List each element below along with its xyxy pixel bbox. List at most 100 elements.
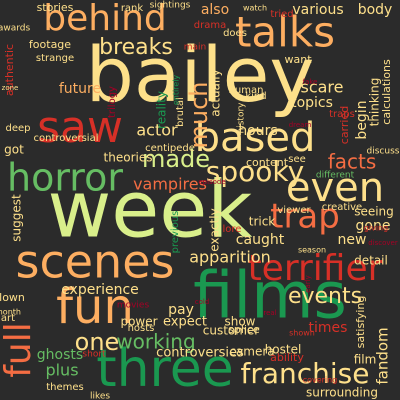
cloud-word: theories: [104, 151, 153, 165]
cloud-word: also: [201, 2, 229, 18]
cloud-word: season: [298, 246, 326, 255]
cloud-word: got: [4, 143, 24, 157]
cloud-word: plus: [45, 361, 78, 380]
cloud-word: exactly: [208, 208, 222, 251]
cloud-word: clown: [0, 291, 25, 304]
cloud-word: real: [263, 309, 276, 317]
cloud-word: calculations: [380, 59, 393, 125]
cloud-word: one: [75, 328, 120, 356]
cloud-word: centipede: [145, 143, 195, 154]
cloud-word: hosts: [128, 323, 155, 334]
cloud-word: reality: [155, 91, 169, 129]
cloud-word: human: [229, 85, 264, 96]
cloud-word: month: [0, 308, 21, 317]
cloud-word: drama: [194, 20, 226, 31]
cloud-word: different: [316, 171, 355, 181]
cloud-word: behind: [43, 0, 167, 39]
cloud-word: films: [193, 260, 347, 334]
cloud-word: stories: [37, 1, 74, 14]
cloud-word: content: [246, 156, 289, 169]
cloud-word: begin: [354, 100, 370, 139]
cloud-word: saw: [37, 102, 123, 153]
cloud-word: viewer: [277, 205, 311, 216]
cloud-word: controversial: [34, 133, 99, 144]
cloud-word: kind: [245, 91, 266, 102]
cloud-word: footage: [29, 38, 71, 51]
cloud-word: scenes: [16, 235, 175, 289]
cloud-word: power: [120, 315, 157, 329]
cloud-word: likes: [90, 392, 110, 400]
cloud-word: awards: [0, 24, 30, 34]
cloud-word: fake: [303, 78, 318, 86]
cloud-word: customer: [203, 324, 260, 338]
cloud-word: trilogy: [107, 86, 118, 118]
cloud-word: authentic: [3, 44, 16, 96]
cloud-word: carried: [338, 106, 351, 144]
cloud-word: camera: [229, 345, 274, 359]
cloud-word: strange: [36, 53, 74, 64]
cloud-word: creative: [322, 202, 362, 213]
cloud-word: caught: [236, 232, 285, 248]
cloud-word: based: [195, 115, 316, 161]
cloud-word: brutal: [175, 97, 186, 127]
cloud-word: does: [223, 28, 247, 39]
cloud-word: various: [292, 2, 343, 18]
cloud-word: controversies: [156, 346, 244, 361]
cloud-word: events: [288, 284, 362, 309]
cloud-word: future: [59, 81, 101, 97]
cloud-word: themes: [46, 382, 84, 393]
cloud-word: traps: [329, 109, 355, 120]
cloud-word: previous: [170, 211, 181, 254]
cloud-word: splice: [228, 323, 260, 336]
cloud-word: sightings: [150, 1, 191, 11]
cloud-word: trap: [270, 197, 340, 237]
cloud-word: vampires: [133, 175, 207, 194]
cloud-word: want: [284, 53, 312, 66]
cloud-word: fandom: [374, 327, 392, 384]
cloud-word: film: [354, 353, 377, 367]
cloud-word: giving: [364, 224, 388, 233]
cloud-word: expect: [163, 315, 207, 330]
cloud-word: covering: [303, 376, 338, 385]
cloud-word: movies: [117, 301, 150, 311]
cloud-word: bailey: [86, 30, 315, 119]
cloud-word: times: [309, 320, 348, 336]
cloud-word: ability: [270, 351, 304, 364]
cloud-word: satisfying: [354, 296, 367, 349]
cloud-word: made: [142, 145, 210, 173]
cloud-word: topics: [291, 95, 333, 111]
cloud-word: much: [185, 82, 213, 149]
cloud-word: three: [96, 339, 234, 399]
cloud-word: full: [0, 322, 39, 378]
cloud-word: lore: [223, 224, 242, 235]
cloud-word: even: [286, 165, 384, 211]
cloud-word: terrifier: [248, 248, 383, 289]
cloud-word: early: [304, 275, 312, 293]
cloud-word: episode: [198, 178, 225, 186]
cloud-word: shown: [289, 329, 315, 338]
cloud-word: gone: [356, 218, 391, 234]
cloud-word: week: [48, 165, 253, 255]
cloud-word: show: [224, 315, 255, 329]
cloud-word: main: [184, 43, 207, 53]
cloud-word: thinking: [368, 78, 382, 127]
cloud-word: new: [338, 232, 367, 248]
cloud-word: see: [288, 154, 306, 165]
cloud-word: actually: [209, 69, 223, 116]
cloud-word: fun: [56, 279, 134, 335]
cloud-word: experience: [61, 282, 139, 298]
cloud-word: tried: [270, 9, 293, 20]
cloud-word: scare: [300, 78, 343, 97]
cloud-word: trick: [249, 215, 276, 229]
cloud-word: deep: [6, 123, 31, 134]
cloud-word: surrounding: [306, 386, 378, 400]
cloud-word: spooky: [206, 155, 304, 188]
cloud-word: cold: [195, 298, 210, 306]
cloud-word: facts: [328, 150, 377, 174]
cloud-word: seeing: [354, 205, 394, 219]
cloud-word: pay: [168, 302, 194, 318]
cloud-word: body: [358, 2, 393, 18]
cloud-word: history: [237, 102, 247, 134]
cloud-word: watch: [243, 4, 267, 13]
